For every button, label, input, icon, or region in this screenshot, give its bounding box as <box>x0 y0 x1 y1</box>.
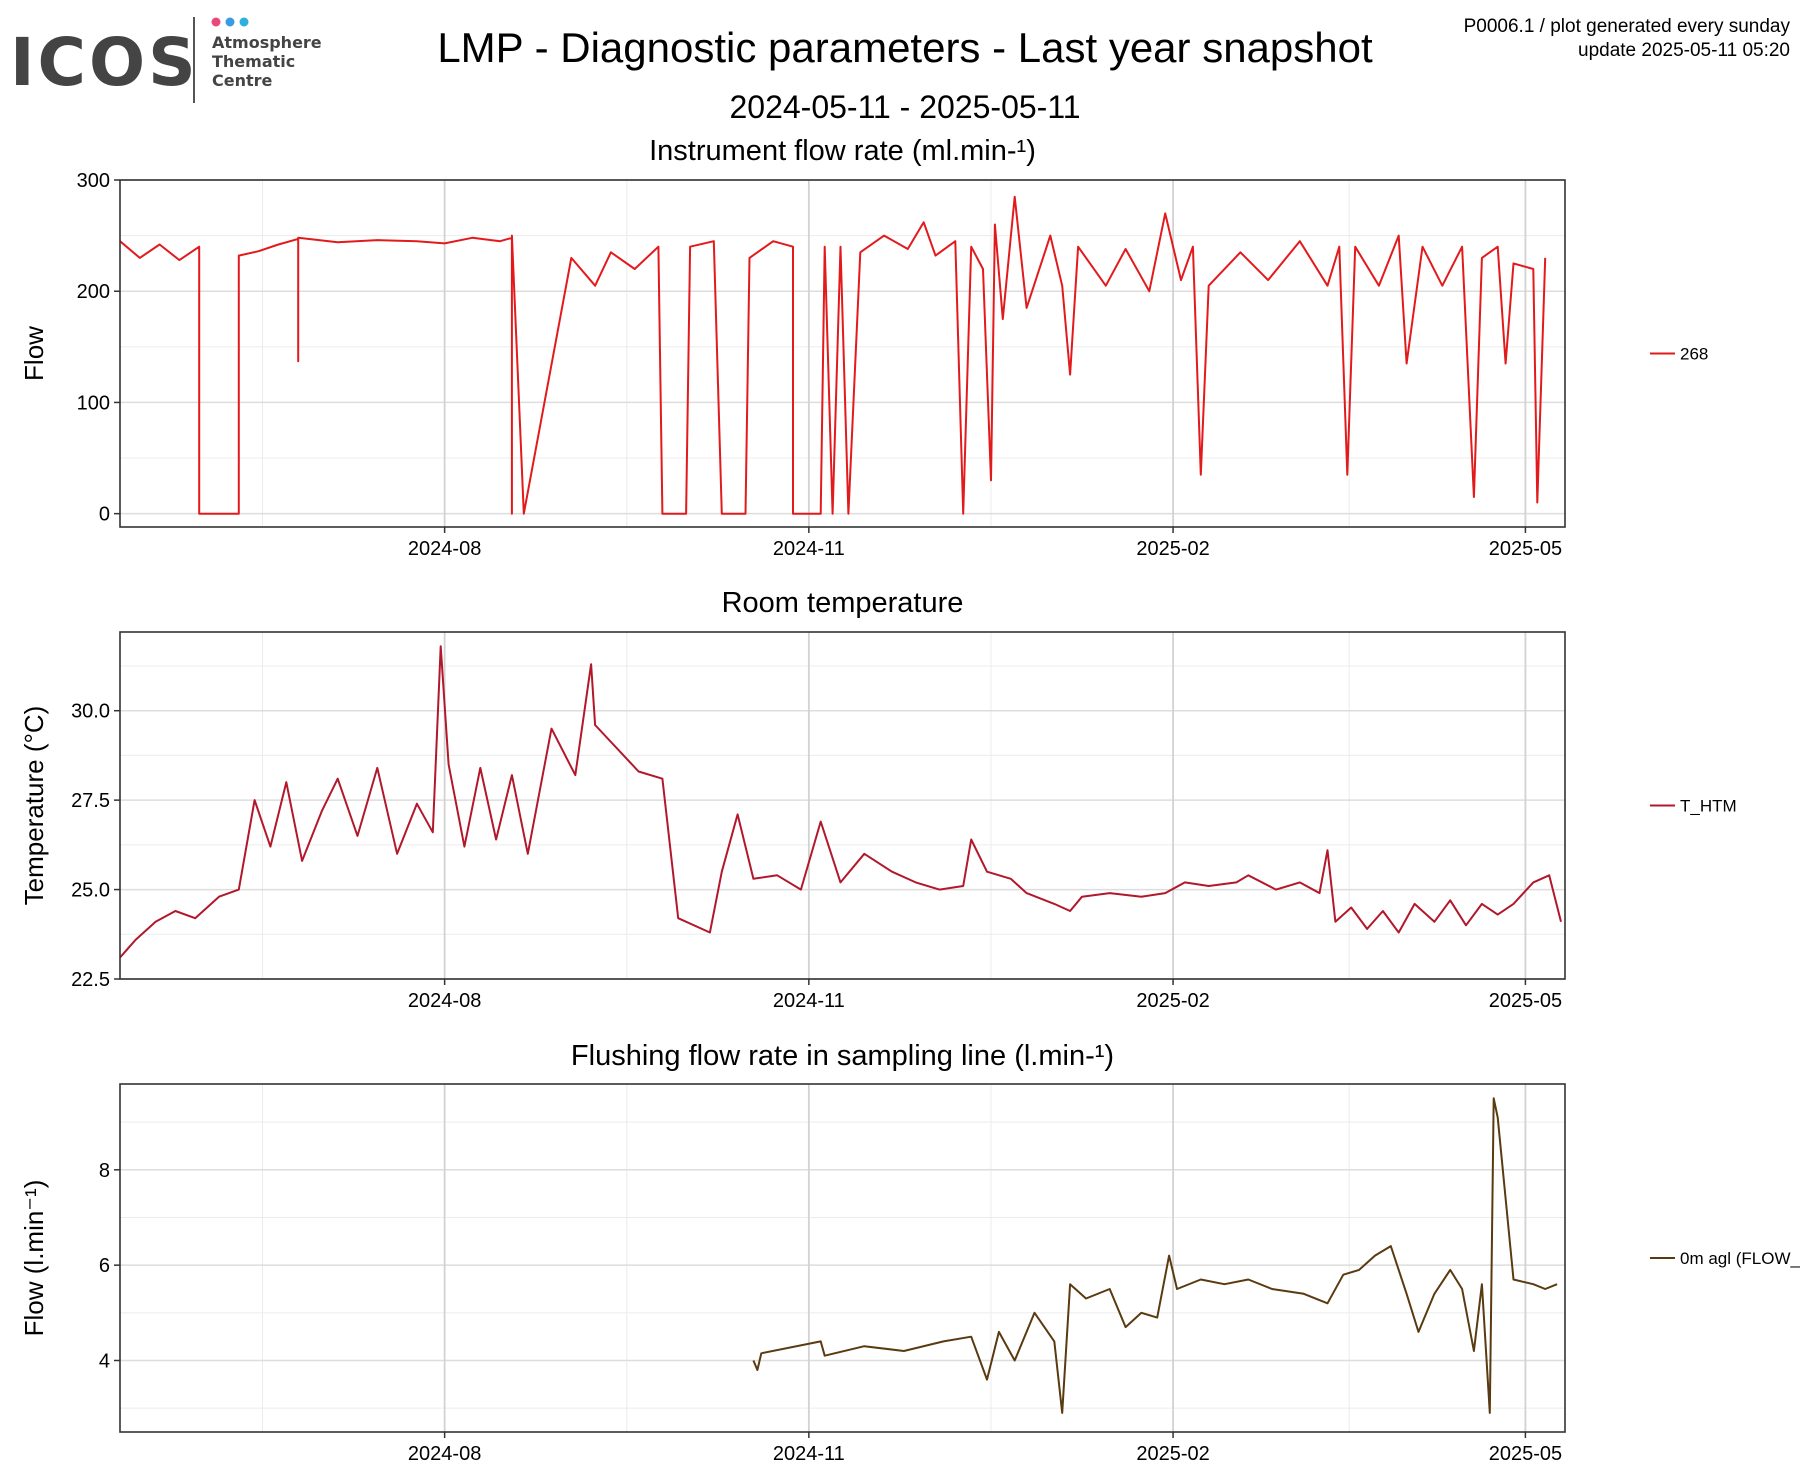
panel-border <box>119 631 1566 980</box>
panel-border <box>119 179 1566 528</box>
logo-sub-line: Atmosphere <box>212 33 322 52</box>
y-tick-label: 200 <box>77 281 110 303</box>
y-axis-label: Temperature (°C) <box>19 706 49 906</box>
series-line <box>119 195 1547 515</box>
x-tick-label: 2025-02 <box>1136 538 1209 560</box>
logo-sub-line: Centre <box>212 71 273 90</box>
x-tick-label: 2025-02 <box>1136 990 1209 1012</box>
chart-panel: 268 0 100 200 300 2024-08 2024-11 2025-02 2025-0… <box>19 135 1708 560</box>
legend-label: 268 <box>1680 345 1708 364</box>
x-tick-label: 2024-11 <box>773 990 845 1012</box>
logo-divider <box>193 17 195 103</box>
legend-label: T_HTM <box>1680 797 1737 816</box>
chart-panel: 0m agl (FLOW_20) 4 6 8 2024-08 2024-11 2025-02… <box>19 1040 1800 1465</box>
icos-logo: ICOS Atmosphere Thematic Centre <box>10 17 322 103</box>
panel-title: Instrument flow rate (ml.min-¹) <box>649 135 1036 167</box>
logo-wordmark: ICOS <box>10 24 199 101</box>
logo-sub-line: Thematic <box>212 52 295 71</box>
y-tick-label: 8 <box>99 1160 110 1182</box>
chart-panel: T_HTM 22.5 25.0 27.5 30.0 2024-08 2024-11 2025-… <box>19 587 1737 1012</box>
y-tick-label: 300 <box>77 170 110 192</box>
x-tick-label: 2024-08 <box>408 990 481 1012</box>
series-line <box>752 1097 1558 1414</box>
x-tick-label: 2025-05 <box>1489 538 1562 560</box>
y-axis-label: Flow (l.min⁻¹) <box>19 1180 49 1337</box>
y-tick-label: 27.5 <box>71 790 110 812</box>
plot-area <box>120 1084 1565 1432</box>
y-tick-label: 0 <box>99 504 110 526</box>
x-tick-label: 2024-11 <box>773 1443 845 1465</box>
plot-area <box>120 632 1565 979</box>
y-tick-label: 22.5 <box>71 969 110 991</box>
chart-panels: 268 0 100 200 300 2024-08 2024-11 2025-02 2025-0… <box>19 135 1800 1465</box>
x-tick-label: 2024-08 <box>408 538 481 560</box>
x-tick-label: 2025-05 <box>1489 1443 1562 1465</box>
panel-border <box>119 1083 1566 1433</box>
y-tick-label: 100 <box>77 392 110 414</box>
y-tick-label: 25.0 <box>71 880 110 902</box>
logo-dot <box>225 17 235 27</box>
series-line <box>119 645 1562 959</box>
legend-label: 0m agl (FLOW_20) <box>1680 1249 1800 1268</box>
x-tick-label: 2025-02 <box>1136 1443 1209 1465</box>
y-tick-label: 6 <box>99 1255 110 1277</box>
plot-area <box>120 180 1565 527</box>
x-tick-label: 2024-08 <box>408 1443 481 1465</box>
meta-info: P0006.1 / plot generated every sunday <box>1464 16 1791 37</box>
panel-title: Room temperature <box>722 587 964 619</box>
y-tick-label: 4 <box>99 1350 110 1372</box>
logo-dot <box>239 17 249 27</box>
x-tick-label: 2025-05 <box>1489 990 1562 1012</box>
y-axis-label: Flow <box>19 326 49 381</box>
update-timestamp: update 2025-05-11 05:20 <box>1578 40 1790 61</box>
logo-dot <box>211 17 221 27</box>
x-tick-label: 2024-11 <box>773 538 845 560</box>
figure-title: LMP - Diagnostic parameters - Last year … <box>437 24 1373 71</box>
figure-subtitle: 2024-05-11 - 2025-05-11 <box>729 89 1080 125</box>
y-tick-label: 30.0 <box>71 701 110 723</box>
panel-title: Flushing flow rate in sampling line (l.m… <box>571 1040 1114 1072</box>
